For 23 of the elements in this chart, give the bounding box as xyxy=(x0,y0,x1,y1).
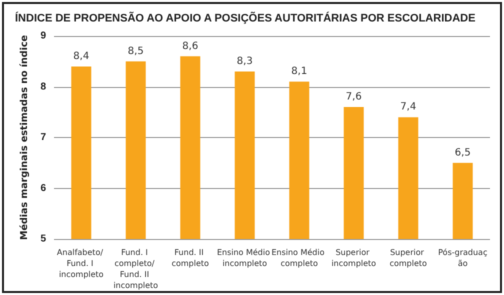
x-tick-label: Fund. I completo/ Fund. II incompleto xyxy=(113,248,158,290)
data-label: 8,3 xyxy=(236,56,253,68)
y-tick-label: 7 xyxy=(40,132,46,143)
data-label: 8,1 xyxy=(291,66,308,78)
y-axis-title: Médias marginais estimadas no índice xyxy=(19,35,30,240)
y-tick-label: 8 xyxy=(40,81,46,92)
data-label: 7,6 xyxy=(346,92,362,103)
chart-title: ÍNDICE DE PROPENSÃO AO APOIO A POSIÇÕES AUTORITÁRIAS POR ESCOLARIDADE xyxy=(15,12,476,24)
x-tick-label: Fund. II completo xyxy=(172,248,210,268)
y-tick-label: 9 xyxy=(40,30,46,42)
x-tick-label: Ensino Médio incompleto xyxy=(216,248,273,268)
x-tick-label: Analfabeto/ Fund. I incompleto xyxy=(56,248,106,279)
x-tick-label: Pós-graduação xyxy=(438,248,488,268)
y-tick-label: 6 xyxy=(40,182,46,194)
y-tick-label: 5 xyxy=(40,234,46,244)
x-tick-label: Superior completo xyxy=(390,248,428,268)
x-tick-label: Superior incompleto xyxy=(331,248,376,268)
data-label: 8,5 xyxy=(128,46,144,57)
data-label: 6,5 xyxy=(454,147,471,158)
x-tick-label: Ensino Médio completo xyxy=(271,248,328,268)
data-label: 8,6 xyxy=(182,40,198,52)
data-label: 8,4 xyxy=(73,50,90,62)
data-label: 7,4 xyxy=(400,102,416,113)
